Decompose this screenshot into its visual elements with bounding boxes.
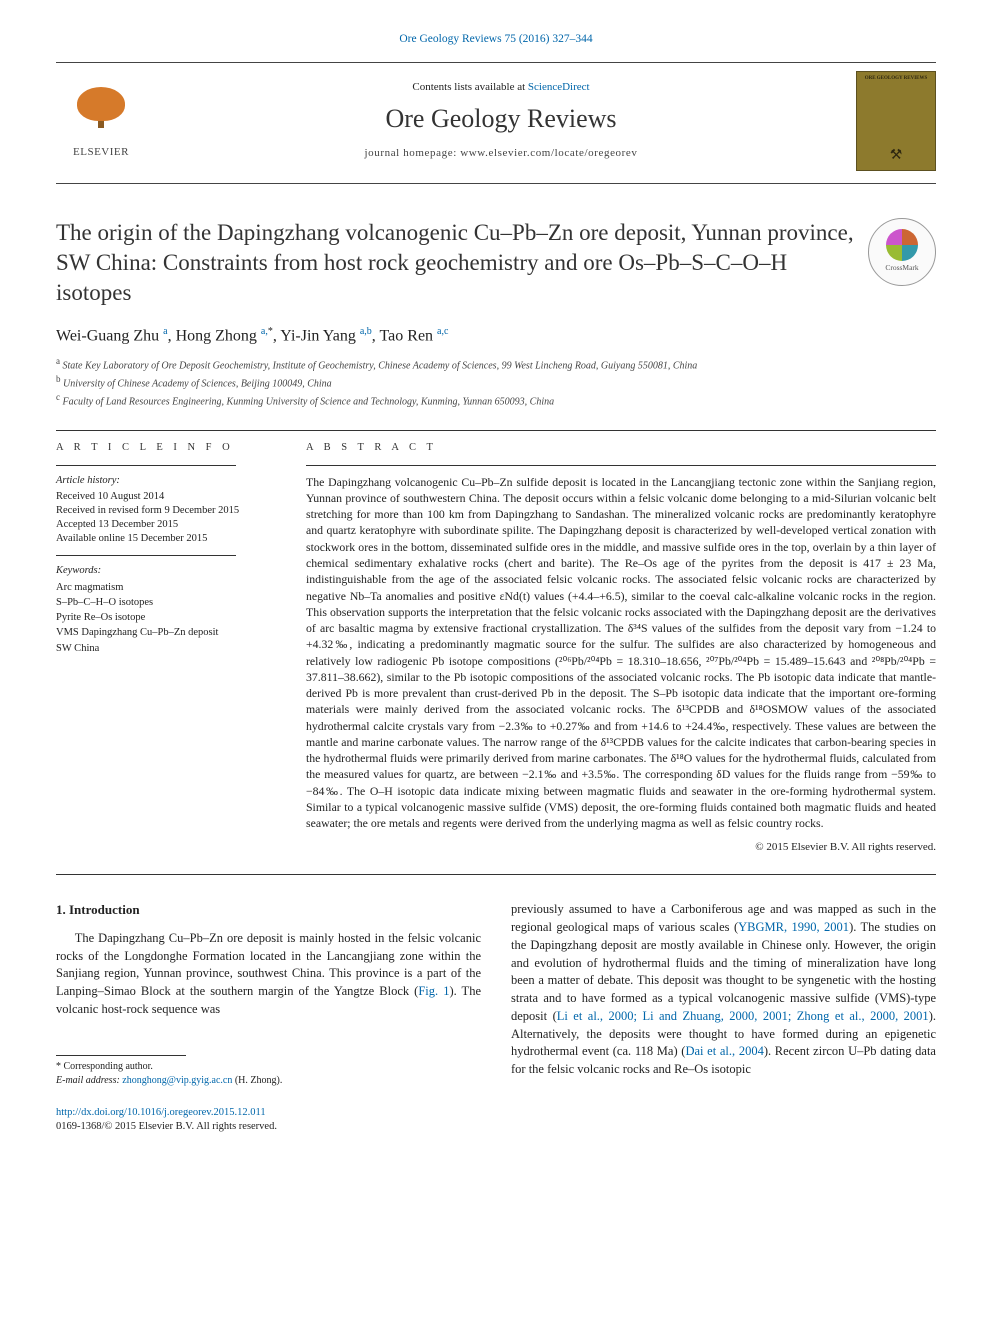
cover-title: ORE GEOLOGY REVIEWS: [865, 76, 928, 82]
email-who: (H. Zhong).: [235, 1075, 283, 1086]
article-info-heading: A R T I C L E I N F O: [56, 441, 276, 455]
footnote-rule: [56, 1055, 186, 1056]
issn-copyright: 0169-1368/© 2015 Elsevier B.V. All right…: [56, 1120, 936, 1134]
abstract-copyright: © 2015 Elsevier B.V. All rights reserved…: [306, 840, 936, 855]
figure-ref-link[interactable]: Fig. 1: [418, 984, 449, 998]
affiliation-b: b University of Chinese Academy of Scien…: [56, 373, 936, 391]
corresponding-footnote: * Corresponding author. E-mail address: …: [56, 1060, 481, 1088]
history-line: Received in revised form 9 December 2015: [56, 504, 276, 518]
crossmark-badge[interactable]: CrossMark: [868, 218, 936, 286]
rule: [306, 465, 936, 466]
running-head-journal: Ore Geology Reviews: [399, 33, 501, 45]
abstract-body: The Dapingzhang volcanogenic Cu–Pb–Zn su…: [306, 474, 936, 832]
rule: [56, 874, 936, 875]
keyword: S–Pb–C–H–O isotopes: [56, 595, 276, 610]
running-head-cite: 75 (2016) 327–344: [504, 33, 592, 45]
citation-link[interactable]: YBGMR, 1990, 2001: [738, 920, 849, 934]
rule: [56, 430, 936, 431]
rule: [56, 465, 236, 466]
publisher-logo: ELSEVIER: [56, 76, 146, 166]
affiliations: a State Key Laboratory of Ore Deposit Ge…: [56, 355, 936, 410]
affil-tag: a: [56, 356, 60, 366]
crossmark-icon: [886, 229, 918, 261]
history-label: Article history:: [56, 474, 276, 488]
journal-name: Ore Geology Reviews: [160, 101, 842, 136]
email-label: E-mail address:: [56, 1075, 120, 1086]
masthead: ELSEVIER Contents lists available at Sci…: [56, 62, 936, 184]
contents-line: Contents lists available at ScienceDirec…: [160, 80, 842, 95]
corr-email-link[interactable]: zhonghong@vip.gyig.ac.cn: [122, 1075, 232, 1086]
affil-text: State Key Laboratory of Ore Deposit Geoc…: [63, 360, 698, 371]
article-title: The origin of the Dapingzhang volcanogen…: [56, 218, 854, 309]
affil-text: University of Chinese Academy of Science…: [63, 378, 332, 389]
journal-homepage: journal homepage: www.elsevier.com/locat…: [160, 146, 842, 161]
citation-link[interactable]: Dai et al., 2004: [685, 1044, 763, 1058]
hammer-pick-icon: ⚒: [890, 147, 903, 166]
body-columns: 1. Introduction The Dapingzhang Cu–Pb–Zn…: [56, 901, 936, 1087]
intro-p1-right: previously assumed to have a Carbonifero…: [511, 901, 936, 1079]
keywords-label: Keywords:: [56, 564, 276, 578]
left-column: 1. Introduction The Dapingzhang Cu–Pb–Zn…: [56, 901, 481, 1087]
contents-prefix: Contents lists available at: [412, 81, 527, 93]
affil-text: Faculty of Land Resources Engineering, K…: [63, 397, 555, 408]
history-line: Received 10 August 2014: [56, 490, 276, 504]
running-head-link[interactable]: Ore Geology Reviews 75 (2016) 327–344: [399, 33, 592, 45]
intro-p1-left: The Dapingzhang Cu–Pb–Zn ore deposit is …: [56, 930, 481, 1019]
keyword: SW China: [56, 641, 276, 656]
history-line: Available online 15 December 2015: [56, 532, 276, 546]
abstract: A B S T R A C T The Dapingzhang volcanog…: [306, 441, 936, 855]
sciencedirect-link[interactable]: ScienceDirect: [528, 81, 590, 93]
affil-tag: b: [56, 374, 61, 384]
journal-cover-thumb: ORE GEOLOGY REVIEWS ⚒: [856, 71, 936, 171]
corr-label: * Corresponding author.: [56, 1060, 481, 1074]
affiliation-a: a State Key Laboratory of Ore Deposit Ge…: [56, 355, 936, 373]
crossmark-label: CrossMark: [885, 263, 918, 273]
keyword: Arc magmatism: [56, 580, 276, 595]
running-head: Ore Geology Reviews 75 (2016) 327–344: [56, 32, 936, 48]
history-line: Accepted 13 December 2015: [56, 518, 276, 532]
elsevier-tree-icon: [71, 81, 131, 141]
abstract-heading: A B S T R A C T: [306, 441, 936, 455]
article-info: A R T I C L E I N F O Article history: R…: [56, 441, 276, 855]
homepage-prefix: journal homepage:: [364, 147, 460, 159]
keyword: Pyrite Re–Os isotope: [56, 610, 276, 625]
right-column: previously assumed to have a Carbonifero…: [511, 901, 936, 1087]
citation-link[interactable]: Li et al., 2000; Li and Zhuang, 2000, 20…: [557, 1009, 929, 1023]
publisher-label: ELSEVIER: [73, 145, 129, 160]
keyword: VMS Dapingzhang Cu–Pb–Zn deposit: [56, 625, 276, 640]
section-heading: 1. Introduction: [56, 901, 481, 919]
homepage-url: www.elsevier.com/locate/oregeorev: [460, 147, 637, 159]
rule: [56, 555, 236, 556]
affil-tag: c: [56, 392, 60, 402]
footer: http://dx.doi.org/10.1016/j.oregeorev.20…: [56, 1106, 936, 1134]
text-run: ). The studies on the Dapingzhang deposi…: [511, 920, 936, 1023]
author-list: Wei-Guang Zhu a, Hong Zhong a,*, Yi-Jin …: [56, 325, 936, 347]
doi-link[interactable]: http://dx.doi.org/10.1016/j.oregeorev.20…: [56, 1107, 266, 1118]
affiliation-c: c Faculty of Land Resources Engineering,…: [56, 391, 936, 409]
